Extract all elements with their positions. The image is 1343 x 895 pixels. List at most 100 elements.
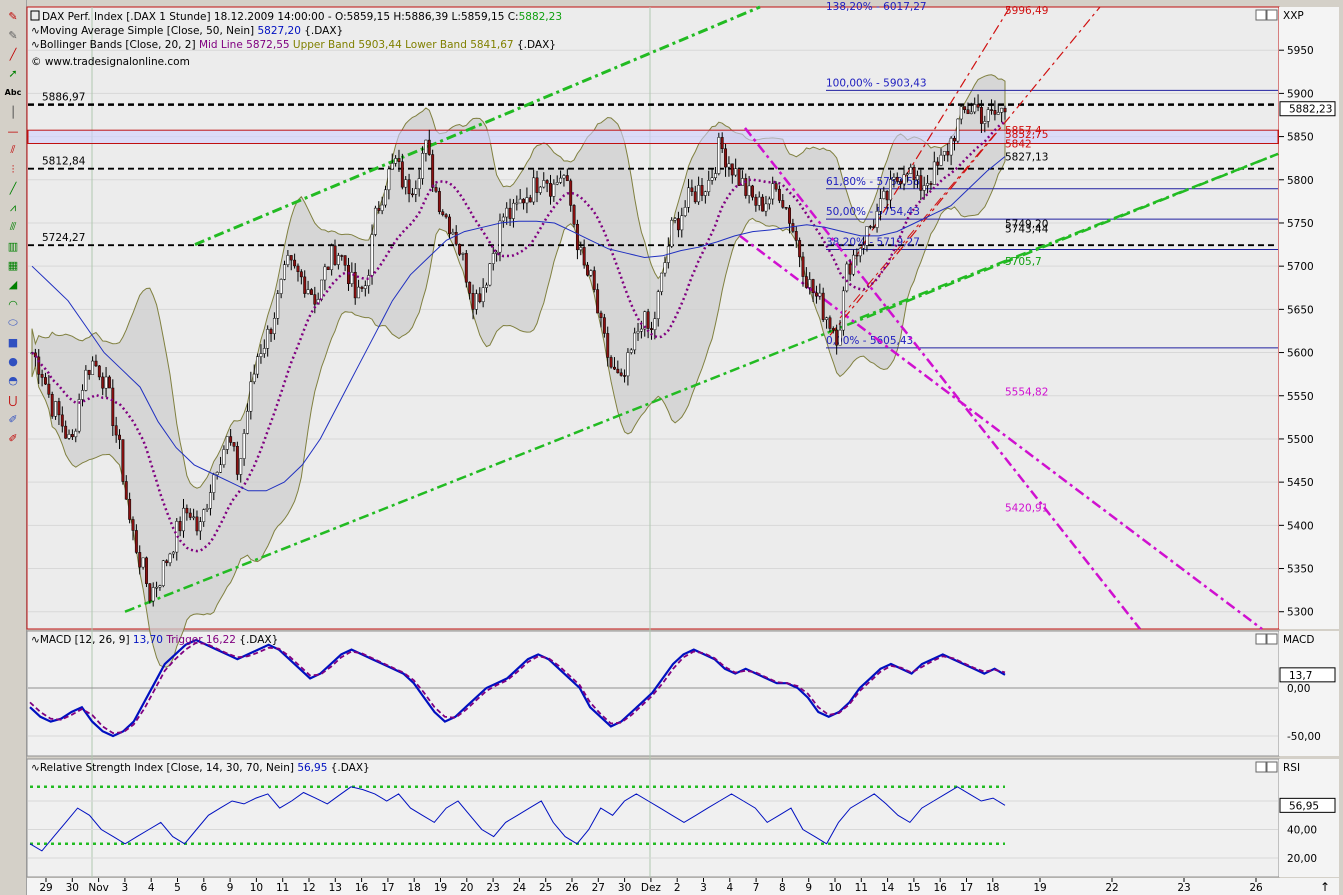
candle-body <box>222 449 226 466</box>
ray-icon[interactable]: ╱ <box>9 182 17 196</box>
draw-settings-icon[interactable]: ✐ <box>8 412 18 426</box>
x-tick-label: 4 <box>726 882 733 894</box>
vertical-line-icon[interactable]: │ <box>9 105 17 119</box>
candle-body <box>818 292 822 297</box>
y-tick-label: 5750 <box>1287 218 1314 230</box>
main-close-icon[interactable] <box>1266 9 1278 21</box>
candle-body <box>87 369 91 375</box>
main-axis-title: XXP <box>1283 10 1304 22</box>
candle-body <box>249 381 253 412</box>
trend-line[interactable] <box>194 5 761 246</box>
rectangle-icon[interactable]: ■ <box>7 335 19 349</box>
candle-body <box>448 216 451 235</box>
rsi-panel-frame <box>26 758 1280 878</box>
andrews-icon[interactable]: ▦ <box>7 259 19 273</box>
arc-icon[interactable]: ◠ <box>8 297 18 311</box>
candle-body <box>966 109 970 115</box>
candle-body <box>464 253 468 283</box>
macd-close-icon[interactable] <box>1266 633 1278 645</box>
pencil-icon[interactable]: ✎ <box>8 9 18 23</box>
candle-body <box>192 516 196 519</box>
macd-lines: 0,00 -50,00 13,7 <box>28 638 1336 743</box>
candle-body <box>444 214 448 218</box>
candle-body <box>538 186 542 193</box>
pen-icon[interactable]: ✎ <box>8 28 18 42</box>
x-tick-label: 4 <box>148 882 155 894</box>
x-tick-label: 11 <box>276 882 289 894</box>
time-axis <box>27 878 1339 895</box>
collapse-icon[interactable] <box>30 10 40 21</box>
rsi-close-icon[interactable] <box>1266 761 1278 773</box>
fibonacci-icon[interactable]: ⫶ <box>11 162 15 176</box>
candle-body <box>309 289 313 295</box>
candle-body <box>764 203 768 212</box>
gann-icon[interactable]: ▥ <box>7 239 19 253</box>
candle-body <box>485 284 488 288</box>
candle-body <box>397 158 401 162</box>
level-value-label: 5743,44 <box>1005 224 1049 236</box>
x-tick-label: 25 <box>539 882 552 894</box>
candle-body <box>128 498 132 520</box>
candle-body <box>986 109 990 122</box>
candle-body <box>838 329 842 346</box>
rsi-restore-icon[interactable] <box>1255 761 1267 773</box>
horizontal-line-icon[interactable]: — <box>7 124 19 138</box>
candle-body <box>373 207 377 235</box>
macd-tick-label: -50,00 <box>1287 731 1321 743</box>
speed-lines-icon[interactable]: ⫻ <box>9 220 17 234</box>
candle-body <box>370 234 374 276</box>
scroll-up-icon[interactable]: ↑ <box>1320 880 1330 894</box>
trend-line-icon[interactable]: ╱ <box>9 47 17 61</box>
y-tick-label: 5650 <box>1287 304 1314 316</box>
price-tag-text: 5882,23 <box>1289 104 1332 116</box>
candle-body <box>821 292 825 320</box>
main-restore-icon[interactable] <box>1255 9 1267 21</box>
trend-line[interactable] <box>859 152 1279 320</box>
trend-line[interactable] <box>744 127 1141 630</box>
candle-body <box>208 492 212 509</box>
trend-line[interactable] <box>829 6 1101 336</box>
candle-body <box>50 394 54 417</box>
text-tool-icon[interactable]: Abc <box>4 88 22 98</box>
channel-icon[interactable]: ⫽ <box>10 143 16 157</box>
x-tick-label: Dez <box>641 882 662 894</box>
macd-legend: ∿MACD [12, 26, 9] 13,70 Trigger 16,22 {.… <box>31 634 278 646</box>
fan-icon[interactable]: ◢ <box>8 278 18 292</box>
candle-body <box>232 442 236 447</box>
arrow-icon[interactable]: ➚ <box>8 67 18 81</box>
x-tick-label: 10 <box>828 882 841 894</box>
candle-body <box>559 177 563 183</box>
candle-body <box>202 509 206 522</box>
candle-body <box>757 196 761 206</box>
circle-icon[interactable]: ● <box>8 355 18 369</box>
magnet-icon[interactable]: ⋃ <box>8 393 18 407</box>
candle-body <box>555 182 559 185</box>
regression-icon[interactable]: ⩘ <box>9 201 17 214</box>
axis-labels: 5300 5350 5400 5450 5500 5550 5600 5650 5700 5750… <box>1279 45 1314 619</box>
trend-line[interactable] <box>739 234 1263 630</box>
fib-label: 0,00% - 5605,43 <box>826 335 913 347</box>
candle-body <box>926 183 930 186</box>
candle-body <box>936 161 940 166</box>
half-circle-icon[interactable]: ◓ <box>8 374 18 388</box>
level-value-label: 5996,49 <box>1005 5 1048 17</box>
ellipse-icon[interactable]: ⬭ <box>8 316 18 330</box>
x-tick-label: 18 <box>986 882 999 894</box>
candle-body <box>104 376 108 389</box>
candle-body <box>360 286 364 289</box>
candle-body <box>589 270 593 276</box>
macd-restore-icon[interactable] <box>1255 633 1267 645</box>
candle-body <box>185 507 189 514</box>
candle-body <box>343 255 347 266</box>
rsi-lines: 20,00 40,00 56,95 <box>28 785 1336 865</box>
candles <box>30 94 1007 607</box>
candle-body <box>895 176 899 182</box>
candle-body <box>353 271 357 299</box>
trend-line[interactable] <box>124 152 1279 613</box>
rsi-tick-label: 40,00 <box>1287 825 1317 837</box>
x-tick-label: 9 <box>227 882 234 894</box>
rsi-axis <box>1279 759 1339 877</box>
candle-body <box>882 190 886 199</box>
candle-body <box>81 390 84 400</box>
eraser-icon[interactable]: ✐ <box>8 431 18 445</box>
